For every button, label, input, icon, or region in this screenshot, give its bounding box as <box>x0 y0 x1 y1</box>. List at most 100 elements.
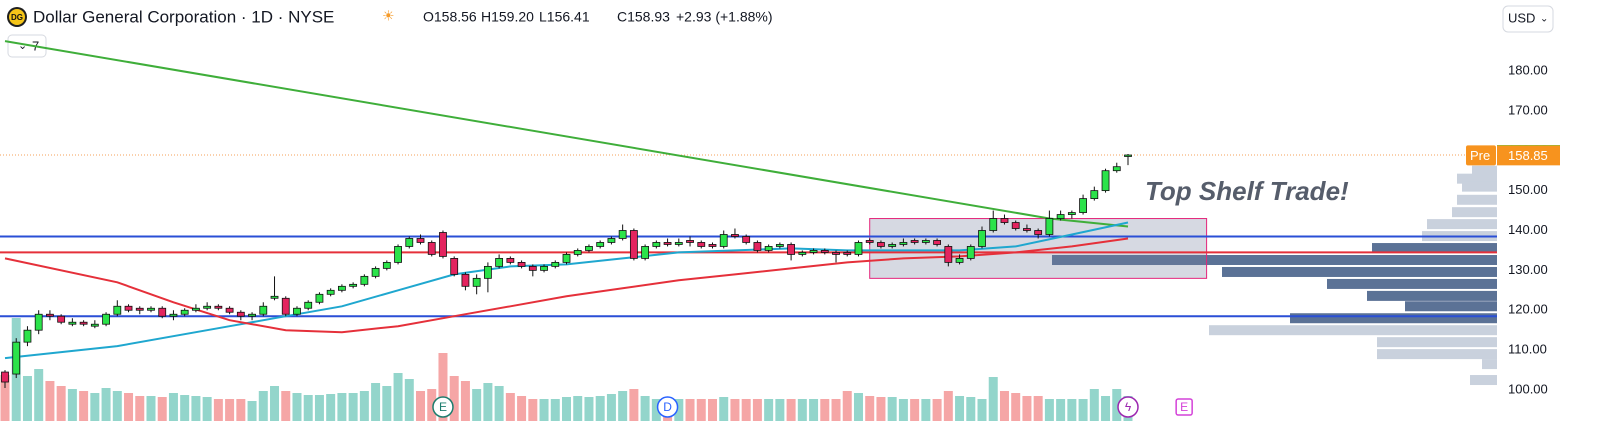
volume-bar <box>1044 399 1054 421</box>
y-tick-label: 110.00 <box>1508 342 1547 357</box>
volume-profile-bar <box>1290 313 1497 324</box>
volume-bar <box>135 396 145 421</box>
candle-body <box>753 242 762 251</box>
currency: USD <box>1508 10 1535 25</box>
volume-bar <box>1056 399 1066 421</box>
candle-body <box>1112 166 1121 172</box>
ohlc-high: H159.20 <box>481 9 534 25</box>
candle-body <box>719 234 728 247</box>
candle-body <box>439 232 447 257</box>
volume-bar <box>202 397 212 421</box>
session-icon: ☀ <box>382 8 395 24</box>
volume-bar <box>449 376 459 421</box>
candle-body <box>596 242 605 247</box>
volume-bar <box>404 379 414 421</box>
candle-body <box>562 254 571 263</box>
candle-body <box>1045 218 1054 235</box>
volume-bar <box>460 381 470 421</box>
volume-bar <box>943 391 953 421</box>
candle-body <box>461 273 470 287</box>
volume-bar <box>764 399 774 421</box>
candle-body <box>820 250 829 253</box>
candle-body <box>12 341 21 375</box>
candle-body <box>843 252 852 255</box>
volume-bar <box>258 391 268 421</box>
pre-badge <box>1466 145 1496 166</box>
symbol-title: Dollar General Corporation · 1D · NYSE <box>33 7 334 26</box>
volume-bar <box>146 396 156 421</box>
volume-bar <box>326 394 336 421</box>
volume-bar <box>472 389 482 421</box>
volume-bar <box>550 399 560 421</box>
currency-button[interactable] <box>1502 5 1554 33</box>
candle-body <box>349 283 358 287</box>
volume-bar <box>45 381 55 421</box>
candle-body <box>1023 228 1031 231</box>
volume-profile-bar <box>1457 173 1497 184</box>
candle-body <box>933 240 941 245</box>
candle-body <box>888 244 897 247</box>
y-tick-label: 170.00 <box>1508 102 1548 117</box>
candle-body <box>158 307 167 317</box>
moving-average <box>4 40 1129 228</box>
candle-body <box>57 315 66 323</box>
candle-body <box>663 242 672 245</box>
volume-bar <box>494 386 504 421</box>
volume-bar <box>786 399 796 421</box>
volume-profile-bar <box>1482 359 1497 370</box>
volume-bar <box>853 393 863 421</box>
volume-bar <box>1078 399 1088 421</box>
candle-body <box>416 238 425 243</box>
volume-bar <box>651 399 661 421</box>
event-label: E <box>1180 400 1188 414</box>
candle-body <box>34 313 43 331</box>
volume-bar <box>910 399 920 421</box>
volume-bar <box>22 376 32 421</box>
candle-body <box>877 242 885 247</box>
candle-body <box>787 244 795 255</box>
volume-bar <box>236 399 246 421</box>
indicators-toggle[interactable] <box>7 34 47 58</box>
volume-bar <box>685 399 695 421</box>
volume-profile-bar <box>1377 337 1497 348</box>
lightning: ϟ <box>1125 400 1132 414</box>
candle-body <box>192 307 200 311</box>
candle-body <box>506 258 515 263</box>
volume-bar <box>225 399 235 421</box>
candle-body <box>1090 190 1099 199</box>
volume-bar <box>0 375 10 421</box>
ohlc-close: C158.93 <box>617 9 670 25</box>
volume-bar <box>977 399 987 421</box>
volume-profile-bar <box>1377 349 1497 360</box>
volume-bar <box>932 399 942 421</box>
volume-bar <box>348 393 358 421</box>
volume-bar <box>618 391 628 421</box>
y-tick-label: 150.00 <box>1508 182 1548 197</box>
candle-body <box>978 230 986 247</box>
chevron: ⌄ <box>18 40 27 52</box>
zone-box <box>869 218 1208 279</box>
candle-body <box>472 277 481 287</box>
volume-bar <box>809 399 819 421</box>
event-icon[interactable] <box>1117 396 1139 418</box>
candle-body <box>427 242 436 255</box>
volume-profile-bar <box>1457 194 1497 205</box>
candle-body <box>68 321 77 325</box>
volume-bar <box>966 397 976 421</box>
candle-body <box>315 293 324 303</box>
volume-bar <box>371 383 381 421</box>
candle-body <box>113 305 122 315</box>
candle-body <box>966 246 975 259</box>
candle-body <box>169 313 178 317</box>
volume-bar <box>213 399 223 421</box>
candle-body <box>450 258 459 275</box>
volume-bar <box>606 394 616 421</box>
volume-bar <box>112 391 122 421</box>
y-tick-label: 100.00 <box>1508 381 1548 396</box>
y-tick-label: 140.00 <box>1508 222 1548 237</box>
candle-body <box>809 250 818 253</box>
candle-body <box>854 242 863 255</box>
volume-bar <box>775 399 785 421</box>
volume-bar <box>393 373 403 421</box>
